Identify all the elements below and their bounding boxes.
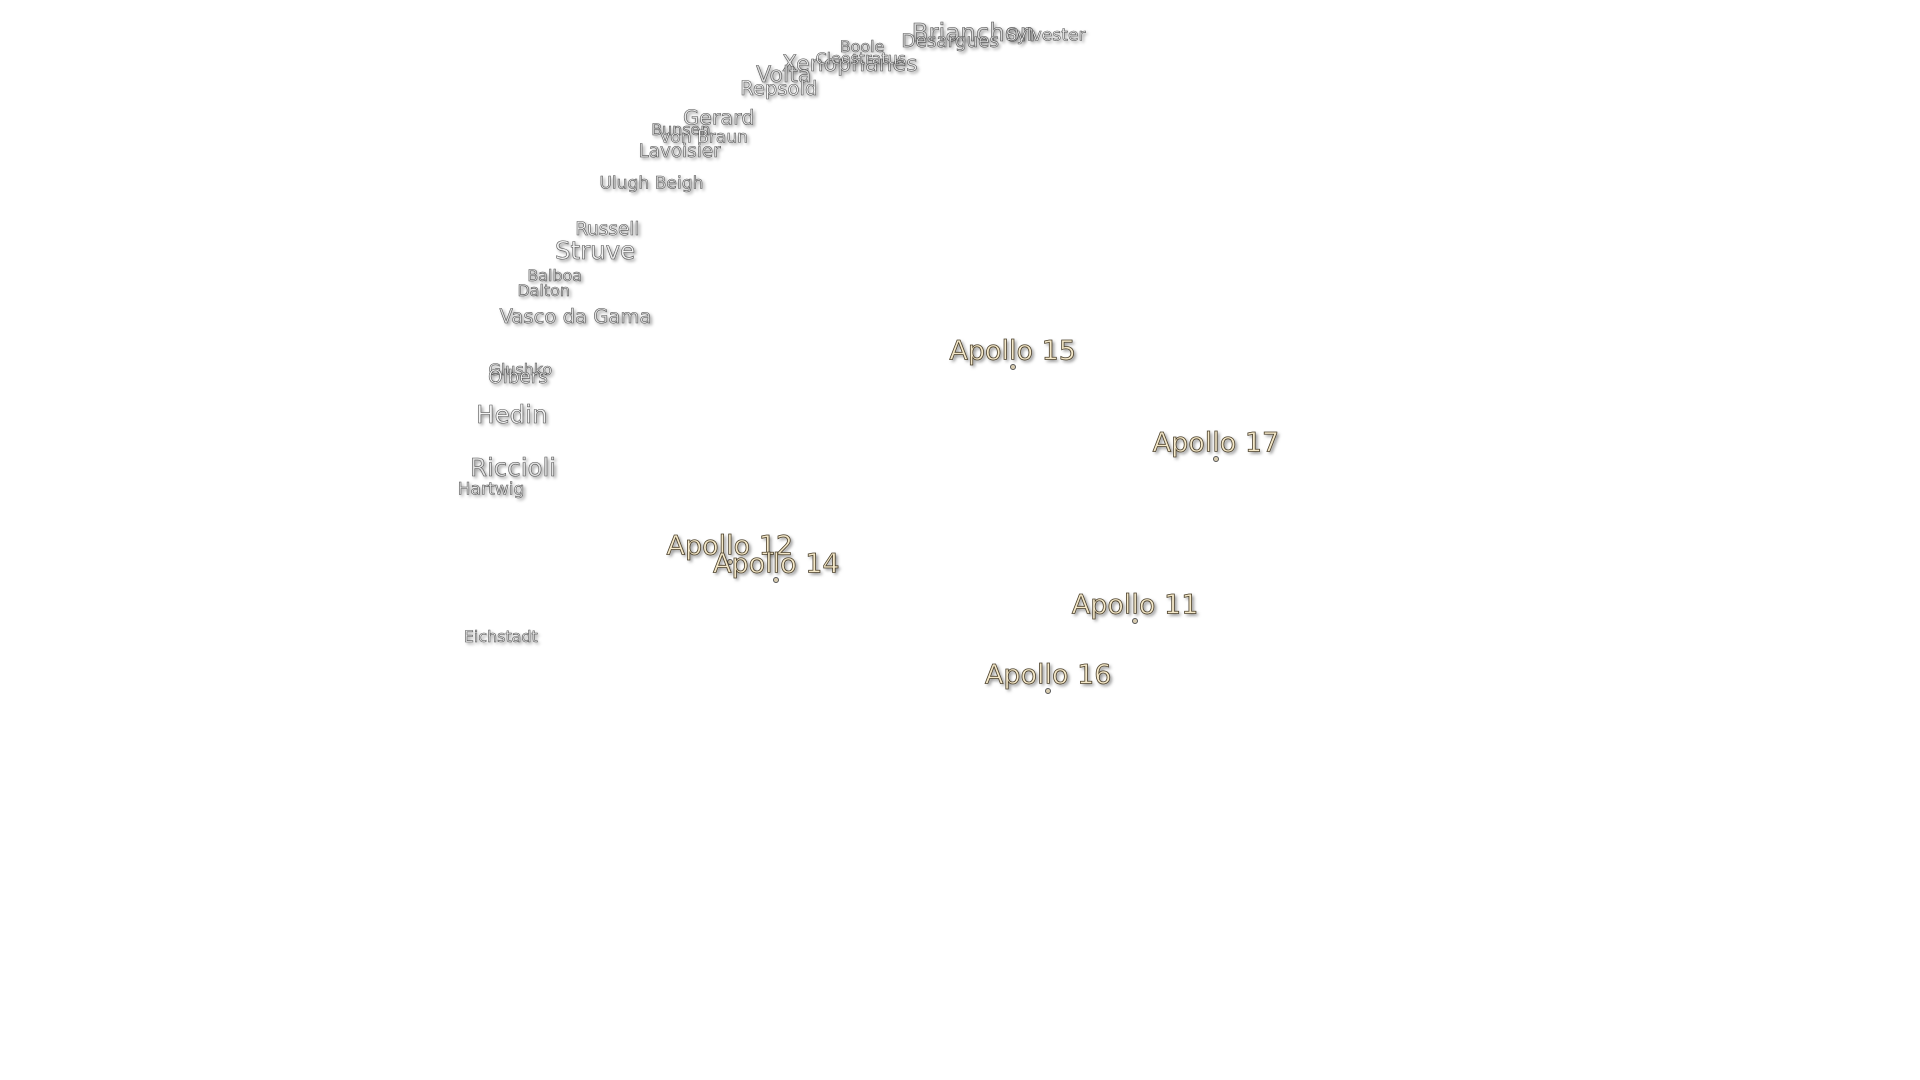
crater-label: Sylvester (1005, 24, 1086, 45)
crater-label: Hedin (476, 399, 548, 429)
crater-label: Volta (756, 62, 812, 88)
crater-label: Gerard (682, 105, 755, 130)
crater-label: von Braun (660, 127, 749, 148)
crater-label: Desargues (901, 30, 1000, 52)
landing-site-label: Apollo 11 (1071, 589, 1199, 621)
landing-site-marker (1212, 456, 1219, 463)
crater-label: Balboa (527, 265, 583, 285)
crater-label: Glushko (488, 359, 553, 379)
landing-site-marker (1132, 617, 1139, 624)
crater-label: Xenophanes (782, 51, 918, 77)
crater-label: Vasco da Gama (499, 305, 652, 329)
landing-site-label: Apollo 16 (984, 659, 1112, 691)
landing-site-marker (1009, 364, 1016, 371)
landing-site-label: Apollo 17 (1152, 427, 1280, 459)
crater-label: Lavoisier (638, 140, 721, 162)
crater-label: Cleostratus (815, 48, 907, 68)
crater-label: Russell (575, 219, 640, 241)
landing-site-marker (1045, 687, 1052, 694)
crater-label: Eichstadt (463, 626, 539, 646)
crater-label: Dalton (517, 281, 570, 301)
crater-label: Brianchon (911, 17, 1036, 47)
crater-label: Ulugh Beigh (599, 173, 704, 194)
crater-label: Olbers (488, 367, 548, 389)
landing-site-label: Apollo 14 (713, 548, 840, 580)
landing-site-marker (726, 559, 733, 566)
landing-site-label: Apollo 12 (666, 530, 794, 562)
crater-label: Bunsen (651, 119, 711, 139)
landing-site-marker (773, 577, 780, 584)
crater-label: Struve (554, 235, 636, 265)
crater-label: Riccioli (470, 452, 557, 482)
crater-label: Hartwig (457, 479, 525, 500)
landing-site-label: Apollo 15 (949, 335, 1076, 367)
crater-label: Repsold (740, 77, 818, 101)
crater-label: Boole (839, 36, 885, 56)
